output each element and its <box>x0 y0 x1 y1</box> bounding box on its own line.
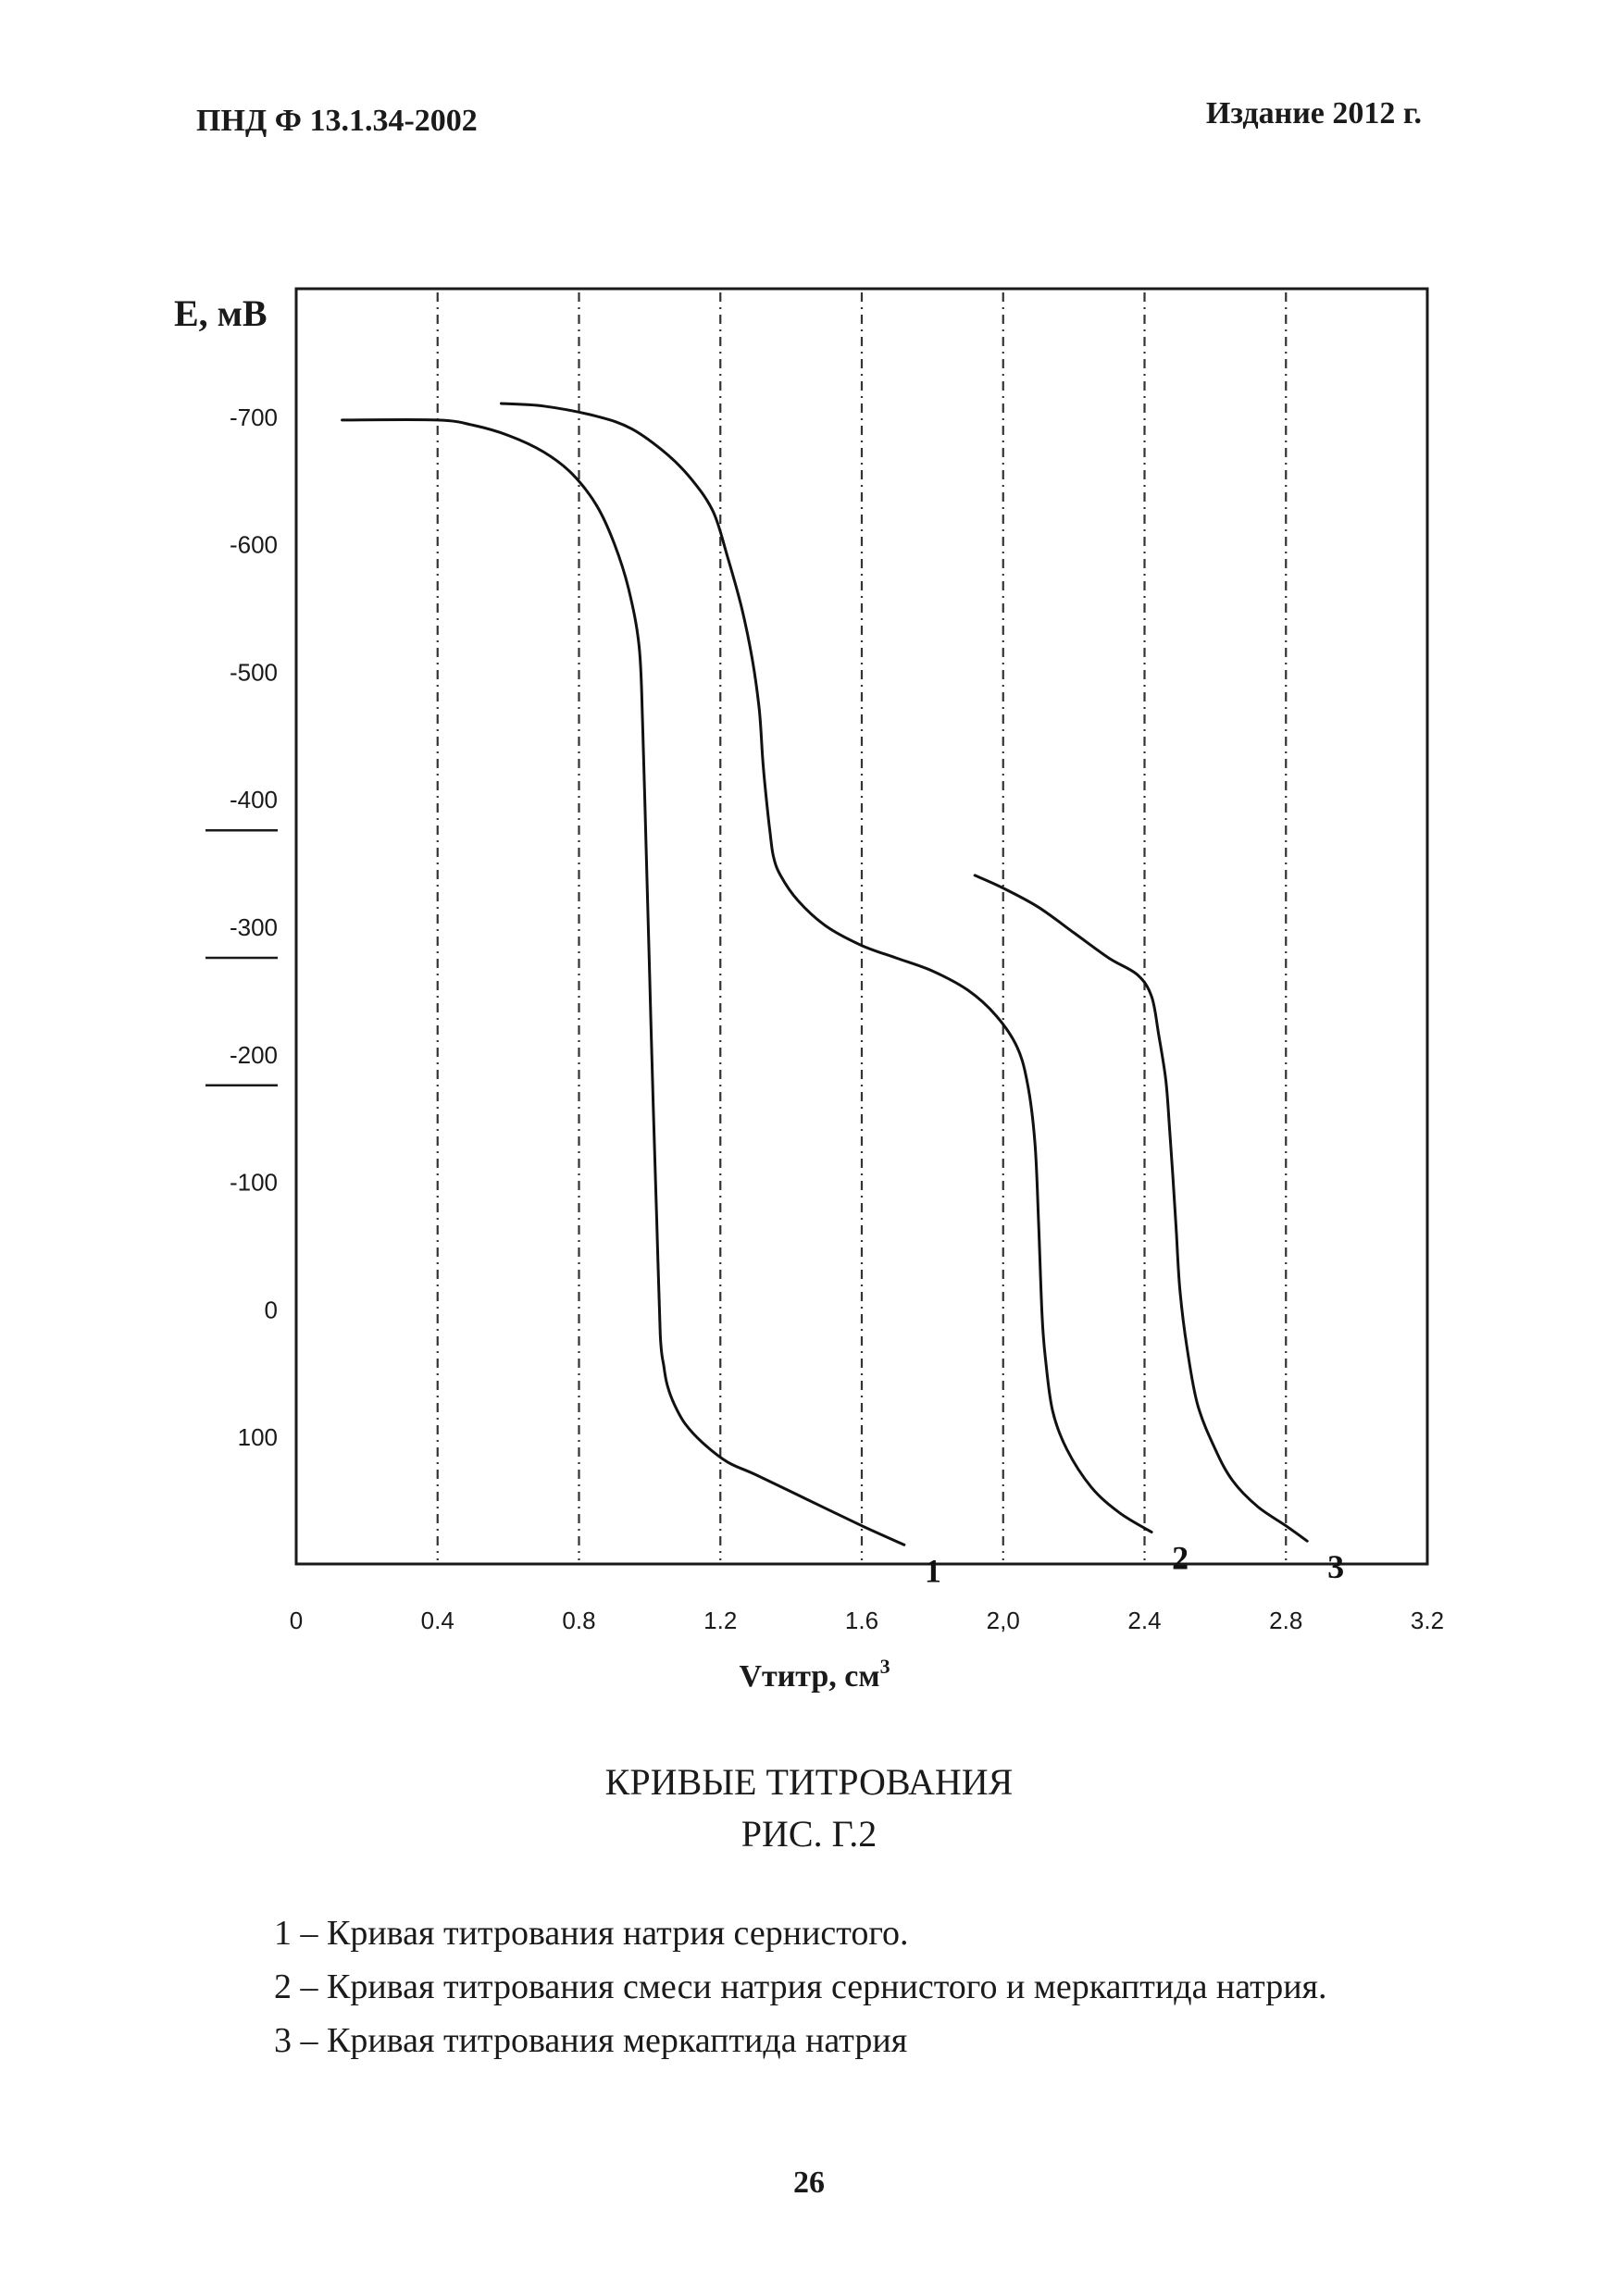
series-lines: 1 2 3 <box>341 402 1344 1589</box>
grid-lines <box>436 292 1288 1560</box>
y-tick-label: -200 <box>230 1041 278 1069</box>
x-axis-title-superscript: 3 <box>880 1655 890 1678</box>
x-tick-label: 3.2 <box>1411 1607 1444 1634</box>
y-tick-label: 0 <box>265 1296 278 1323</box>
series-line-1 <box>341 418 906 1546</box>
legend-item-3: 3 – Кривая титрования меркаптида натрия <box>274 2021 908 2060</box>
y-tick-label: -500 <box>230 658 278 686</box>
x-tick-label: 2.4 <box>1127 1607 1161 1634</box>
legend-item-1: 1 – Кривая титрования натрия сернистого. <box>274 1914 909 1953</box>
page-number: 26 <box>793 2166 825 2200</box>
figure-title: КРИВЫЕ ТИТРОВАНИЯ <box>604 1761 1014 1803</box>
x-tick-label: 0 <box>290 1607 303 1634</box>
x-tick-label: 1.2 <box>703 1607 737 1634</box>
y-tick-label: -700 <box>230 403 278 431</box>
series-label-2: 2 <box>1172 1540 1189 1577</box>
figure-number: РИС. Г.2 <box>741 1813 877 1855</box>
x-axis-title: Vтитр, см3 <box>739 1655 890 1694</box>
y-tick-label: 100 <box>238 1423 278 1451</box>
titration-chart: -700 -600 -500 -400 -300 -200 -100 0 100 0 0.4 0.8… <box>174 287 1444 1694</box>
x-tick-label: 2.8 <box>1269 1607 1302 1634</box>
legend: 1 – Кривая титрования натрия сернистого.… <box>274 1906 1327 2067</box>
series-label-3: 3 <box>1327 1548 1344 1585</box>
x-tick-label: 2,0 <box>987 1607 1020 1634</box>
y-tick-label: -300 <box>230 913 278 941</box>
series-line-3 <box>973 874 1309 1543</box>
series-line-2 <box>500 402 1153 1533</box>
edition-label: Издание 2012 г. <box>1205 96 1422 130</box>
plot-frame <box>294 287 1429 1566</box>
series-label-1: 1 <box>925 1552 941 1589</box>
x-tick-label: 0.8 <box>562 1607 595 1634</box>
y-axis-title: E, мВ <box>174 292 268 334</box>
x-tick-label: 0.4 <box>421 1607 454 1634</box>
legend-item-2: 2 – Кривая титрования смеси натрия серни… <box>274 1967 1327 2006</box>
y-axis-ticks: -700 -600 -500 -400 -300 -200 -100 0 100 <box>205 403 278 1451</box>
y-tick-label: -400 <box>230 786 278 813</box>
y-tick-label: -100 <box>230 1169 278 1197</box>
document-code: ПНД Ф 13.1.34-2002 <box>196 104 478 138</box>
x-axis-ticks: 0 0.4 0.8 1.2 1.6 2,0 2.4 2.8 3.2 <box>290 1607 1444 1634</box>
x-tick-label: 1.6 <box>845 1607 878 1634</box>
y-tick-label: -600 <box>230 531 278 559</box>
